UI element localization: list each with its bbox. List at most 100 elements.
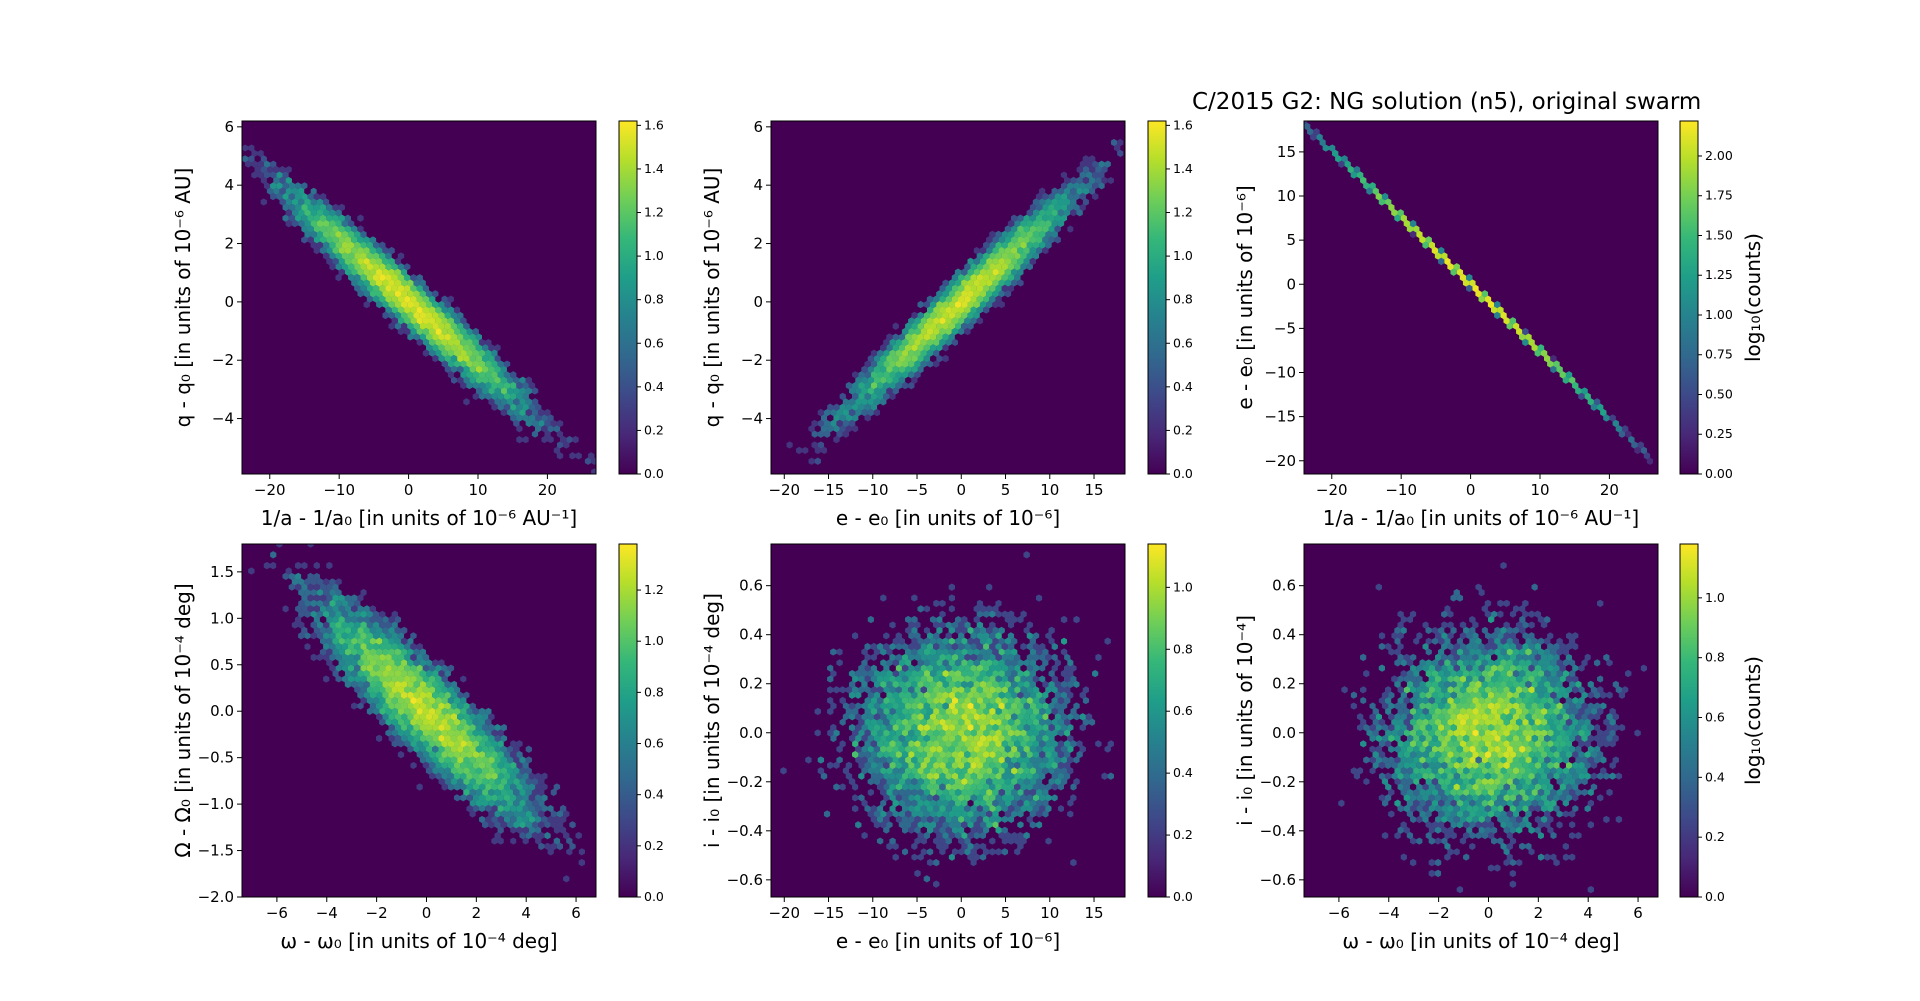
x-tick-label: 15 [1084,904,1103,922]
hexbin-cell [233,139,239,146]
y-tick-label: 15 [1277,143,1296,161]
hexbin-cell [1139,686,1145,693]
hexbin-cell [226,161,232,168]
y-tick-label: −4 [212,410,234,428]
colorbar-tick-label: 0.8 [644,684,664,699]
colorbar: 0.000.250.500.751.001.251.501.752.00log₁… [1680,121,1765,481]
hexbin-cell [653,945,659,952]
colorbar-tick-label: 0.2 [1173,827,1193,842]
x-tick-label: −5 [906,481,928,499]
x-tick-label: −6 [266,904,288,922]
colorbar-tick-label: 0.0 [644,889,664,904]
y-tick-label: 1.5 [210,563,234,581]
y-axis-label: Ω - Ω₀ [in units of 10⁻⁴ deg] [171,583,195,857]
x-tick-label: −20 [768,481,800,499]
colorbar: 0.00.20.40.60.81.01.21.41.6 [619,117,664,481]
y-tick-label: −0.2 [727,773,763,791]
y-tick-label: 0 [753,293,763,311]
hexbin-cell [1725,528,1731,535]
y-tick-label: 1.0 [210,609,234,627]
hexbin-cell [597,859,603,866]
colorbar-tick-label: 1.6 [644,117,664,132]
hexbin-cell [749,648,755,655]
colorbar: 0.00.20.40.60.81.01.21.41.6 [1148,117,1193,481]
colorbar-tick-label: 2.00 [1705,148,1733,163]
x-axis-label: e - e₀ [in units of 10⁻⁶] [836,506,1060,530]
x-tick-label: 5 [1001,481,1011,499]
x-tick-label: 10 [1040,904,1059,922]
hexbin-cell [214,150,220,157]
colorbar-gradient [619,544,637,897]
colorbar-label: log₁₀(counts) [1741,233,1765,362]
y-tick-label: 6 [753,118,763,136]
hexbin-cell [749,495,755,502]
y-axis-label: i - i₀ [in units of 10⁻⁴ deg] [700,593,724,848]
y-tick-label: −5 [1274,319,1296,337]
x-tick-label: 0 [957,904,967,922]
y-tick-label: 0.0 [739,724,763,742]
hexbin-cell [619,940,625,947]
x-tick-label: −20 [254,481,286,499]
x-tick-label: 0 [1466,481,1476,499]
x-tick-label: 10 [468,481,487,499]
hexbin-cell [1235,58,1241,65]
hexbin-cell [1223,47,1229,54]
hexbin-cell [233,150,239,157]
y-tick-label: −2 [212,351,234,369]
hexbin-cell [214,128,220,135]
hexbin-cell [1126,719,1132,726]
y-tick-label: 2 [224,235,234,253]
x-tick-label: 2 [472,904,482,922]
x-tick-label: 5 [1001,904,1011,922]
y-tick-label: 0.6 [739,577,763,595]
x-tick-label: 15 [1084,481,1103,499]
hexbin-cell [217,155,223,162]
colorbar-gradient [619,121,637,474]
hexbin-cell [1659,468,1665,475]
y-axis-label: e - e₀ [in units of 10⁻⁶] [1233,185,1257,409]
x-tick-label: 0 [957,481,967,499]
colorbar-gradient [1680,121,1698,474]
colorbar-tick-label: 1.4 [644,161,664,176]
y-tick-label: 10 [1277,187,1296,205]
x-tick-label: −10 [857,481,889,499]
y-tick-label: 6 [224,118,234,136]
x-tick-label: −15 [813,481,845,499]
hexbin-cell [261,535,267,542]
hexbin-cell [1295,117,1301,124]
x-tick-label: 6 [571,904,581,922]
hexbin-cell [974,897,980,904]
hexbin-cell [749,756,755,763]
x-tick-label: 10 [1040,481,1059,499]
hexbin-cell [211,134,217,141]
x-tick-label: −10 [1385,481,1417,499]
colorbar-tick-label: 0.0 [1173,889,1193,904]
colorbar-tick-label: 1.4 [1173,161,1193,176]
colorbar-gradient [1148,121,1166,474]
x-tick-label: 20 [1600,481,1619,499]
colorbar-tick-label: 1.0 [1173,248,1193,263]
colorbar-tick-label: 0.00 [1705,466,1733,481]
x-tick-label: −20 [1316,481,1348,499]
colorbar-tick-label: 1.2 [1173,205,1193,220]
y-tick-label: −0.4 [727,822,763,840]
y-tick-label: 0.2 [739,675,763,693]
hexbin-cell [758,468,764,475]
colorbar-tick-label: 0.4 [644,379,664,394]
y-tick-label: −2.0 [198,888,234,906]
y-tick-label: 0.4 [739,626,763,644]
y-tick-label: 0 [224,293,234,311]
hexbin-cell [223,503,229,510]
colorbar-tick-label: 0.75 [1705,347,1733,362]
x-axis-label: 1/a - 1/a₀ [in units of 10⁻⁶ AU⁻¹] [261,506,577,530]
y-tick-label: −1.5 [198,842,234,860]
colorbar-tick-label: 0.6 [1173,703,1193,718]
colorbar-tick-label: 1.75 [1705,188,1733,203]
y-tick-label: 0 [1286,275,1296,293]
hexbin-cell [1133,155,1139,162]
colorbar-tick-label: 0.8 [644,292,664,307]
